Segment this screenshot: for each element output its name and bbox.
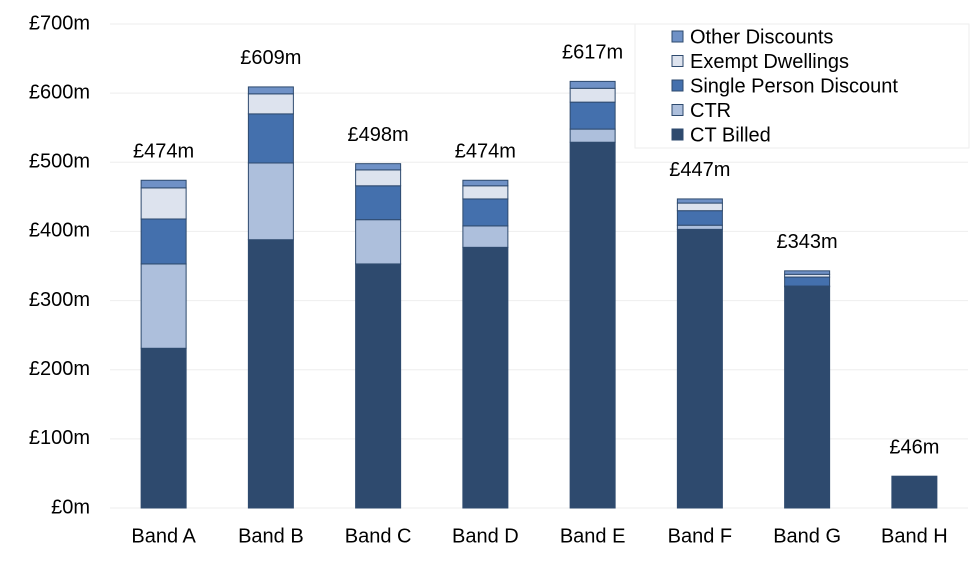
- x-tick-label: Band B: [238, 525, 304, 547]
- bar-segment: [462, 185, 509, 200]
- bar-segment: [247, 162, 294, 241]
- bar-segment: [462, 198, 509, 227]
- total-label: £46m: [889, 436, 939, 458]
- legend-box: [634, 23, 970, 149]
- bar-segment: [462, 246, 509, 509]
- bar-segment: [247, 113, 294, 164]
- legend-swatch: [671, 30, 684, 43]
- y-tick-label: £0m: [51, 496, 90, 518]
- bar-segment: [891, 475, 938, 509]
- bar-segment: [462, 225, 509, 248]
- x-tick-label: Band F: [668, 525, 732, 547]
- y-tick-label: £100m: [29, 427, 90, 449]
- bar-segment: [140, 263, 187, 349]
- bar-segment: [247, 93, 294, 115]
- bar-segment: [247, 239, 294, 509]
- bar-segment: [247, 86, 294, 95]
- bar-segment: [676, 228, 723, 509]
- bar-segment: [355, 219, 402, 265]
- y-tick-label: £700m: [29, 12, 90, 34]
- bar-segment: [676, 202, 723, 212]
- x-tick-label: Band A: [131, 525, 196, 547]
- bar-segment: [355, 185, 402, 221]
- legend-label: CT Billed: [690, 124, 771, 146]
- legend-label: Other Discounts: [690, 26, 833, 48]
- y-tick-label: £600m: [29, 81, 90, 103]
- bar-segment: [140, 187, 187, 220]
- bar-segment: [784, 286, 831, 509]
- bar-segment: [355, 263, 402, 509]
- y-tick-label: £300m: [29, 289, 90, 311]
- bar-segment: [569, 101, 616, 130]
- bar-segment: [784, 270, 831, 275]
- total-label: £474m: [133, 141, 194, 163]
- bar-segment: [676, 198, 723, 204]
- y-tick-label: £400m: [29, 220, 90, 242]
- total-label: £609m: [240, 47, 301, 69]
- x-tick-label: Band D: [452, 525, 519, 547]
- legend-swatch: [671, 55, 684, 67]
- total-label: £474m: [455, 141, 516, 163]
- bar-segment: [462, 179, 509, 187]
- bar-segment: [140, 347, 187, 509]
- bar-segment: [140, 218, 187, 265]
- y-tick-label: £500m: [29, 151, 90, 173]
- bar-segment: [140, 179, 187, 189]
- bar-segment: [355, 163, 402, 171]
- legend-swatch: [671, 128, 684, 141]
- legend-label: CTR: [690, 100, 731, 122]
- legend-label: Single Person Discount: [690, 75, 898, 97]
- bar-segment: [355, 169, 402, 187]
- legend-label: Exempt Dwellings: [690, 51, 849, 73]
- bar-segment: [569, 87, 616, 103]
- legend-swatch: [671, 104, 684, 116]
- bar-segment: [569, 80, 616, 89]
- bar-segment: [569, 128, 616, 143]
- total-label: £617m: [562, 42, 623, 64]
- total-label: £343m: [777, 231, 838, 253]
- bar-segment: [676, 210, 723, 226]
- x-tick-label: Band H: [881, 525, 948, 547]
- bar-segment: [676, 224, 723, 230]
- x-tick-label: Band C: [345, 525, 412, 547]
- y-tick-label: £200m: [29, 358, 90, 380]
- total-label: £447m: [669, 159, 730, 181]
- legend-swatch: [671, 79, 684, 92]
- x-tick-label: Band G: [773, 525, 841, 547]
- bar-segment: [569, 141, 616, 509]
- bar-segment: [784, 276, 831, 287]
- x-tick-label: Band E: [560, 525, 626, 547]
- total-label: £498m: [348, 124, 409, 146]
